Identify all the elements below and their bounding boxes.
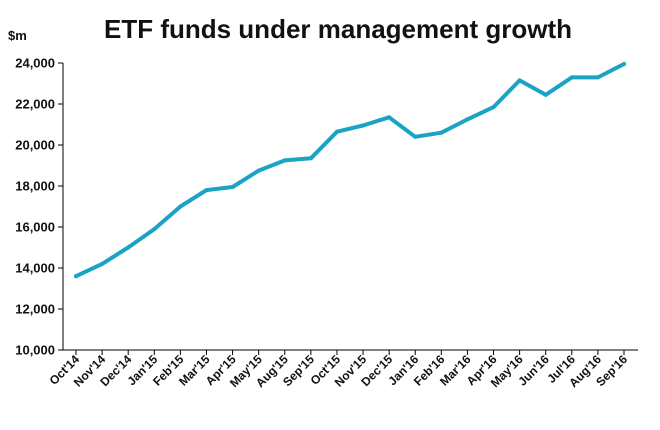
data-point [413, 134, 418, 139]
data-point [282, 158, 287, 163]
y-tick-label: 12,000 [15, 302, 55, 317]
y-tick-label: 24,000 [15, 56, 55, 71]
y-tick-label: 20,000 [15, 138, 55, 153]
series-line [74, 62, 626, 279]
chart-title: ETF funds under management growth [104, 14, 572, 44]
data-point [622, 62, 626, 66]
data-point [230, 185, 235, 189]
y-tick-label: 22,000 [15, 97, 55, 112]
y-tick-label: 18,000 [15, 179, 55, 194]
data-point [308, 156, 313, 161]
data-point [256, 168, 261, 173]
data-point [439, 130, 444, 135]
y-axis-unit-label: $m [8, 28, 27, 43]
data-point [387, 115, 392, 120]
y-tick-label: 10,000 [15, 343, 55, 358]
series-group [74, 62, 626, 279]
data-point [204, 188, 209, 193]
data-point [100, 261, 105, 266]
data-point [126, 245, 131, 250]
data-point [465, 117, 470, 122]
data-point [517, 78, 522, 83]
data-point [491, 105, 496, 110]
y-tick-label: 14,000 [15, 261, 55, 276]
data-point [178, 204, 183, 209]
x-axis-ticks: Oct'14Nov'14Dec'14Jan'15Feb'15Mar'15Apr'… [47, 350, 630, 390]
data-point [569, 75, 574, 80]
y-tick-label: 16,000 [15, 220, 55, 235]
data-point [543, 92, 548, 97]
data-point [335, 129, 339, 134]
data-point [152, 227, 157, 232]
data-point [595, 75, 600, 80]
y-axis-ticks: 10,000 12,000 14,000 16,000 18,000 20,000 22,0… [15, 56, 63, 358]
data-point [361, 123, 365, 128]
data-point [74, 274, 78, 279]
